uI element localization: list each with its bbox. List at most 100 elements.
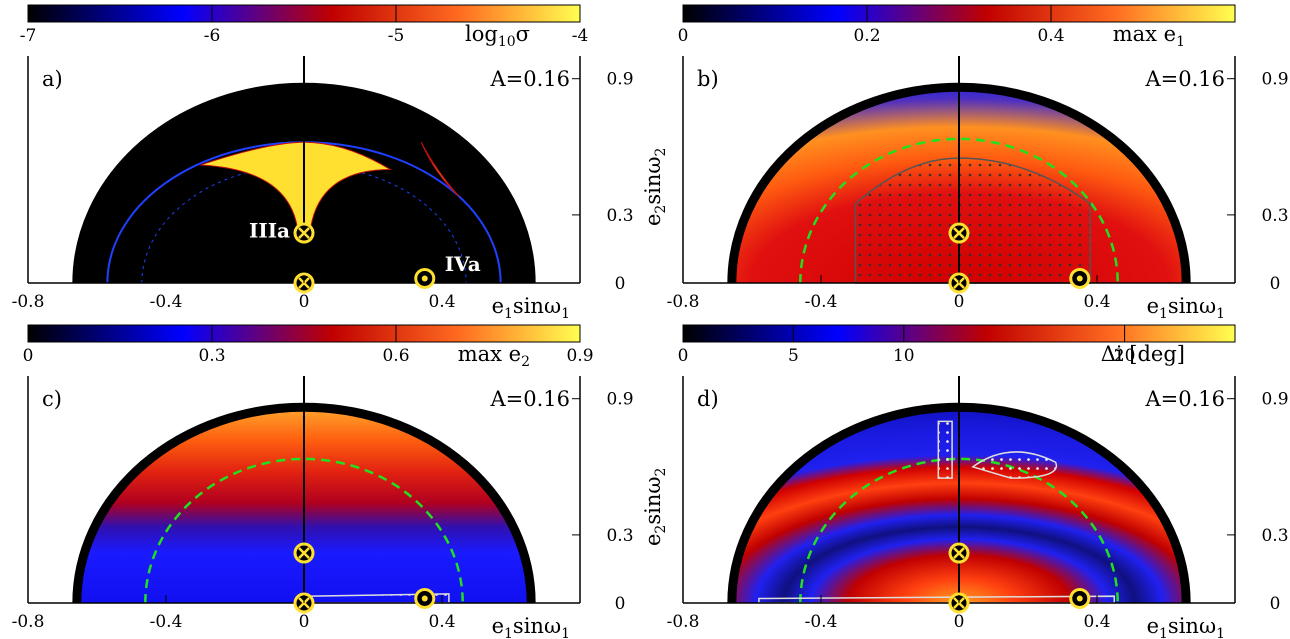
colorbar: 0 0.2 0.4 max e1 [678,4,1236,50]
x-tick-label: -0.4 [150,612,183,632]
x-tick-label: 0.4 [1083,612,1110,632]
colorbar-label: max e1 [1113,22,1185,50]
x-tick-label: 0 [954,612,965,632]
x-tick-label: 0.4 [428,612,455,632]
plot-area: -0.8 -0.4 0 0.4 0 0.3 0.9 e1sinω1 e2sinω2 c) A=0.1… [12,376,669,639]
y-tick-label: 0.9 [606,390,633,410]
colorbar: -7 -6 -5 -4 log10σ [20,4,589,50]
colorbar-tick-label: 0.9 [566,346,593,366]
panel-a: -7 -6 -5 -4 log10σ IIIa IVa -0.8 -0.4 0 0.4 0 0.3 0.9… [12,4,669,322]
x-tick-label: 0.4 [1083,292,1110,312]
separatrix-curve [799,457,1119,604]
x-tick-label: 0.4 [428,292,455,312]
y-tick-label: 0.3 [1261,206,1288,226]
x-axis-label: e1sinω1 [492,614,570,639]
x-axis-label: e1sinω1 [1147,294,1225,322]
marker-dot [414,587,436,609]
panel-annotation: A=0.16 [1144,387,1225,411]
y-tick-label: 0.9 [1261,70,1288,90]
panel-annotation: A=0.16 [489,67,570,91]
marker-dot [1069,267,1091,289]
marker-cross-line [953,227,965,239]
panel-annotation: A=0.16 [1144,67,1225,91]
x-tick-label: -0.8 [12,292,45,312]
y-tick-label: 0.9 [606,70,633,90]
x-tick-label: -0.8 [12,612,45,632]
y-tick-label: 0 [1270,594,1281,614]
colorbar-gradient [682,4,1236,23]
x-tick-label: -0.8 [667,292,700,312]
y-tick-label: 0 [615,274,626,294]
panel-tag: a) [42,67,63,91]
marker-center [421,595,428,602]
separatrix-curve [144,457,464,604]
colorbar-tick-label: 0 [678,26,689,46]
marker-dot [414,267,436,289]
colorbar-label: log10σ [465,22,530,50]
region-label-IIIa: IIIa [249,219,290,243]
colorbar-gradient [27,4,581,23]
y-tick-label: 0 [1270,274,1281,294]
x-tick-label: -0.4 [805,612,838,632]
colorbar-gradient [27,324,581,343]
y-tick-label: 0.3 [606,526,633,546]
colorbar-label: max e2 [458,342,530,370]
colorbar-tick-label: -4 [572,26,589,46]
colorbar-tick-label: 0 [23,346,34,366]
marker-cross [293,542,315,564]
colorbar-tick-label: -6 [204,26,221,46]
colorbar-tick-label: 20 [1114,346,1136,366]
colorbar-tick-label: 0.6 [382,346,409,366]
colorbar-tick-label: 0.2 [853,26,880,46]
marker-cross [948,222,970,244]
region-label-IVa: IVa [445,252,481,276]
y-tick-label: 0.3 [606,206,633,226]
colorbar-tick-label: 0.4 [1037,26,1064,46]
marker-cross-line [298,547,310,559]
marker-center [421,275,428,282]
plot-area: IIIa IVa -0.8 -0.4 0 0.4 0 0.3 0.9 e1sinω1 e2sinω2… [12,56,669,322]
y-axis-label: e2sinω2 [641,148,669,226]
colorbar-tick-label: -7 [20,26,37,46]
y-tick-label: 0.3 [1261,526,1288,546]
panel-c: 0 0.3 0.6 0.9 max e2 -0.8 -0.4 0 0.4 0 0.3 0.9 e1sin… [12,324,669,639]
marker-dot [1069,587,1091,609]
y-axis-label: e2sinω2 [641,468,669,546]
marker-cross [948,542,970,564]
colorbar-tick-label: 0.3 [198,346,225,366]
marker-center [1076,595,1083,602]
marker-cross-line [953,547,965,559]
x-tick-label: 0 [954,292,965,312]
y-tick-label: 0 [615,594,626,614]
marker-cross-line [298,227,310,239]
marker-center [1076,275,1083,282]
resonance-arc [141,164,467,284]
stable-region [937,420,953,479]
x-axis-label: e1sinω1 [1147,614,1225,639]
colorbar: 0 0.3 0.6 0.9 max e2 [23,324,594,370]
marker-cross [293,222,315,244]
x-axis-label: e1sinω1 [492,294,570,322]
panel-tag: b) [697,67,719,91]
plot-area: -0.8-0.400.400.30.9e1sinω1e2sinω2b)A=0.1… [667,56,1289,322]
colorbar-label: Δi [deg] [1101,342,1185,366]
colorbar-gradient [682,324,1236,343]
colorbar-tick-label: 5 [788,346,799,366]
colorbar-tick-label: 10 [893,346,915,366]
colorbar-tick-label: 0 [678,346,689,366]
separatrix-curve [799,137,1119,284]
x-tick-label: -0.4 [805,292,838,312]
x-tick-label: -0.8 [667,612,700,632]
y-tick-label: 0.9 [1261,390,1288,410]
plot-area: -0.8-0.400.400.30.9e1sinω1e2sinω2d)A=0.1… [667,376,1289,639]
x-tick-label: 0 [299,612,310,632]
x-tick-label: -0.4 [150,292,183,312]
x-tick-label: 0 [299,292,310,312]
panel-annotation: A=0.16 [489,387,570,411]
panel-tag: d) [697,387,719,411]
panel-tag: c) [42,387,62,411]
